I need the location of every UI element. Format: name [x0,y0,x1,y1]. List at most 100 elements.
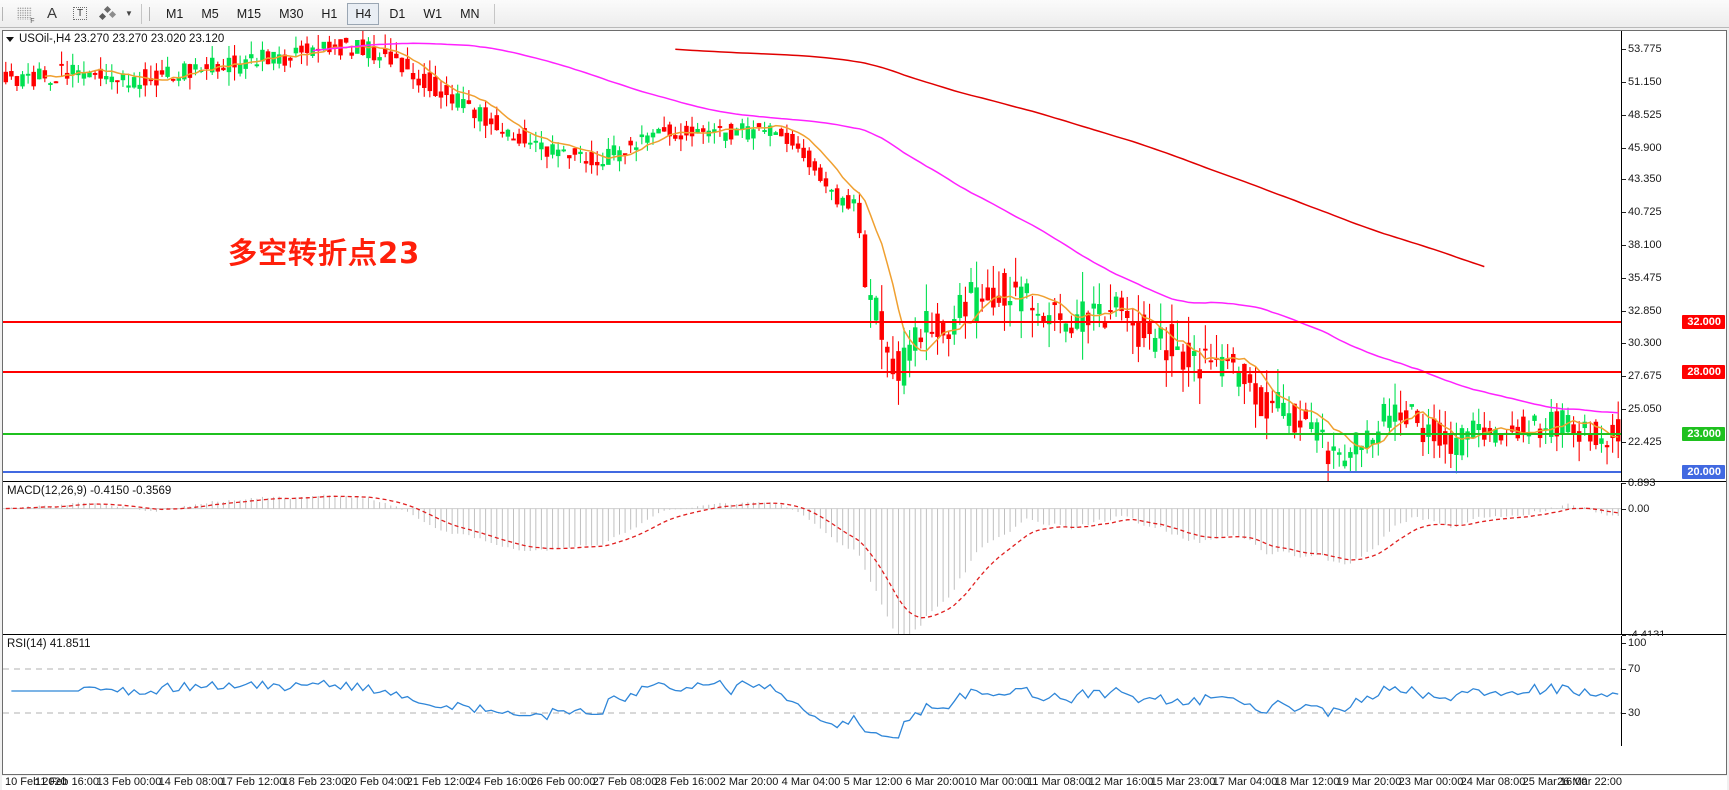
price-plot-area[interactable]: 多空转折点23 [3,31,1621,481]
period-button-m30[interactable]: M30 [279,6,304,21]
price-level-label-28[interactable]: 28.000 [1682,364,1725,379]
time-axis-label: 2 Mar 20:00 [719,776,779,788]
rsi-chart-svg [3,668,1621,739]
price-level-label-23[interactable]: 23.000 [1682,427,1725,442]
rsi-tick: 70 [1628,663,1641,675]
shapes-icon[interactable] [95,2,121,26]
price-scale[interactable]: 53.775 51.150 48.525 45.900 43.350 40.725 38.1… [1621,31,1726,481]
time-axis-label: 4 Mar 04:00 [781,776,841,788]
time-axis-label: 17 Mar 04:00 [1212,776,1278,788]
time-axis-label: 10 Feb 2020 [5,776,67,788]
price-tick: 27.675 [1628,369,1662,382]
price-tick: 53.775 [1628,42,1662,55]
text-label-glyph: A [46,5,57,22]
price-tickmark [1622,441,1626,443]
time-axis-label: 20 Feb 04:00 [344,776,410,788]
price-tickmark [1622,245,1626,247]
price-tickmark [1622,179,1626,181]
toolbar-separator-2 [493,3,495,24]
price-level-line-20[interactable] [3,470,1621,473]
time-axis-label: 19 Mar 20:00 [1336,776,1402,788]
price-level-line-32[interactable] [3,320,1621,323]
time-axis-label: 17 Feb 12:00 [220,776,286,788]
chart-toolbar: A T ▼ M1 M5 M15 M30 H1 H4 D1 W1 MN [0,0,1729,28]
candlestick-series [3,31,1621,481]
symbol-ohlc-text: USOil-,H4 23.270 23.270 23.020 23.120 [19,33,225,45]
rsi-pane[interactable]: RSI(14) 41.8511 100 70 30 [3,636,1726,746]
text-label-icon[interactable]: A [39,2,65,26]
macd-plot-area[interactable] [3,483,1621,634]
text-box-icon[interactable]: T [67,2,93,26]
text-box-glyph: T [73,7,87,20]
price-tickmark [1622,342,1626,344]
price-tick: 32.850 [1628,304,1662,317]
period-button-d1[interactable]: D1 [389,6,406,21]
rsi-tickmark [1622,669,1626,670]
price-tick: 51.150 [1628,75,1662,88]
time-axis-label: 13 Feb 00:00 [96,776,162,788]
rsi-tickmark [1622,643,1626,644]
shapes-dropdown-caret-icon[interactable]: ▼ [125,9,133,18]
time-axis-label: 11 Feb 16:00 [34,776,100,788]
period-button-h4[interactable]: H4 [347,2,380,25]
price-tickmark [1622,212,1626,214]
price-pane[interactable]: 多空转折点23 USOil-,H4 23.270 23.270 23.020 2… [3,31,1726,482]
crosshair-grid-icon[interactable] [11,2,37,26]
chart-frame: 多空转折点23 USOil-,H4 23.270 23.270 23.020 2… [2,30,1727,775]
price-tick: 43.350 [1628,173,1662,186]
price-chart-svg [3,31,1621,481]
time-axis-label: 26 Feb 00:00 [530,776,596,788]
price-tickmark [1622,278,1626,280]
rsi-scale: 100 70 30 [1621,636,1726,746]
price-tickmark [1622,310,1626,312]
price-level-line-23[interactable] [3,433,1621,436]
price-level-label-20[interactable]: 20.000 [1682,464,1725,479]
time-axis: 10 Feb 2020 11 Feb 16:00 13 Feb 00:00 14 Fe… [2,776,1727,790]
rsi-tickmark [1622,713,1626,714]
period-button-group: M1 M5 M15 M30 H1 H4 D1 W1 MN [157,2,489,25]
price-tick: 45.900 [1628,141,1662,154]
time-axis-label: 14 Feb 08:00 [158,776,224,788]
macd-pane[interactable]: MACD(12,26,9) -0.4150 -0.3569 0.893 0.00-… [3,477,1726,641]
time-axis-label: 27 Feb 08:00 [592,776,658,788]
collapse-triangle-icon[interactable] [6,36,14,42]
time-axis-label: 25 Mar 16:00 [1522,776,1588,788]
time-axis-label: 18 Feb 23:00 [282,776,348,788]
price-tickmark [1622,375,1626,377]
period-button-mn[interactable]: MN [460,6,480,21]
price-tickmark [1622,81,1626,83]
macd-tick: 0.00 [1628,502,1650,515]
period-button-h1[interactable]: H1 [321,6,338,21]
rsi-plot-area[interactable] [3,636,1621,746]
price-tickmark [1622,147,1626,149]
time-axis-label: 28 Feb 16:00 [654,776,720,788]
price-tick: 35.475 [1628,272,1662,285]
time-axis-label: 23 Mar 00:00 [1398,776,1464,788]
rsi-indicator-label: RSI(14) 41.8511 [7,638,91,650]
macd-chart-svg [3,494,1621,634]
shapes-glyph [98,5,117,21]
time-axis-label: 18 Mar 12:00 [1274,776,1340,788]
time-axis-label: 5 Mar 12:00 [843,776,903,788]
macd-tickmark [1622,635,1626,636]
price-level-label-32[interactable]: 32.000 [1682,314,1725,329]
period-button-w1[interactable]: W1 [423,6,443,21]
price-level-line-28[interactable] [3,370,1621,373]
period-toolbar-drag-handle[interactable] [148,3,155,24]
price-tick: 25.050 [1628,402,1662,415]
macd-scale: 0.893 0.00 -4.4131 [1621,477,1726,641]
price-tick: 40.725 [1628,206,1662,219]
time-axis-label: 21 Feb 12:00 [406,776,472,788]
toolbar-drag-handle[interactable] [1,3,8,24]
period-button-m15[interactable]: M15 [236,6,262,21]
time-axis-label: 12 Mar 16:00 [1088,776,1154,788]
price-tickmark [1622,48,1626,50]
period-button-m1[interactable]: M1 [166,6,184,21]
time-axis-label: 26 Mar 22:00 [1557,776,1622,788]
period-button-m5[interactable]: M5 [201,6,219,21]
time-axis-label: 15 Mar 23:00 [1150,776,1216,788]
chart-annotation-text: 多空转折点23 [228,236,421,270]
macd-indicator-label: MACD(12,26,9) -0.4150 -0.3569 [7,485,172,497]
macd-tickmark [1622,508,1626,510]
